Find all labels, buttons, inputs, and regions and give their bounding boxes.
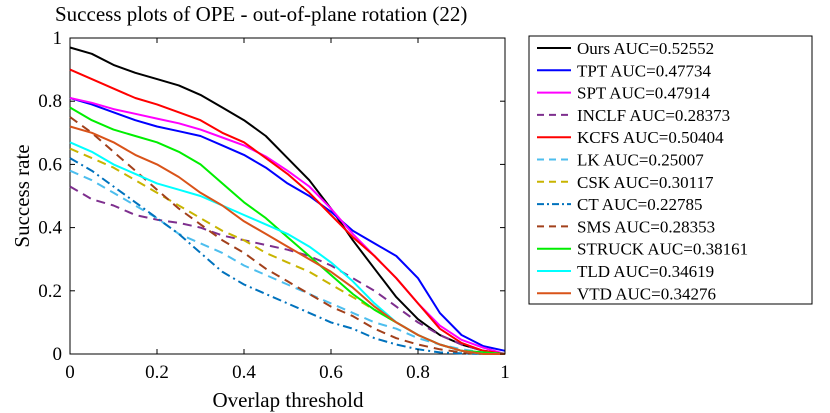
x-tick-label: 0.8 bbox=[406, 362, 430, 383]
series-line-sms bbox=[69, 116, 505, 355]
y-tick-label: 1 bbox=[53, 28, 63, 49]
legend-label-inclf: INCLF AUC=0.28373 bbox=[577, 106, 730, 125]
x-tick-label: 0 bbox=[65, 362, 75, 383]
x-tick-label: 0.6 bbox=[319, 362, 343, 383]
legend-label-struck: STRUCK AUC=0.38161 bbox=[577, 240, 748, 259]
legend: Ours AUC=0.52552 TPT AUC=0.47734 SPT AUC=0… bbox=[528, 35, 813, 305]
legend-label-csk: CSK AUC=0.30117 bbox=[577, 173, 714, 192]
series-line-csk bbox=[69, 147, 506, 355]
y-axis-label: Success rate bbox=[10, 144, 34, 247]
x-tick-label: 1 bbox=[500, 362, 510, 383]
series-layer bbox=[69, 46, 506, 355]
y-tick-label: 0.2 bbox=[38, 281, 62, 302]
x-tick-label: 0.4 bbox=[232, 362, 256, 383]
plot-frame bbox=[69, 37, 506, 355]
y-tick-label: 0 bbox=[53, 344, 63, 365]
x-axis-label: Overlap threshold bbox=[212, 388, 364, 412]
series-line-spt bbox=[69, 97, 506, 355]
y-tick-label: 0.4 bbox=[38, 218, 62, 239]
x-tick-label: 0.2 bbox=[145, 362, 169, 383]
legend-entries: Ours AUC=0.52552 TPT AUC=0.47734 SPT AUC=0… bbox=[537, 39, 748, 303]
series-line-inclf bbox=[69, 185, 506, 355]
legend-label-lk: LK AUC=0.25007 bbox=[577, 151, 704, 170]
legend-label-tld: TLD AUC=0.34619 bbox=[577, 262, 714, 281]
legend-label-kcfs: KCFS AUC=0.50404 bbox=[577, 128, 724, 147]
legend-label-sms: SMS AUC=0.28353 bbox=[577, 217, 715, 236]
series-line-ours bbox=[69, 46, 506, 355]
y-tick-label: 0.6 bbox=[38, 154, 62, 175]
series-line-kcfs bbox=[69, 68, 506, 355]
axis-ticks: 0 0.2 0.4 0.6 0.8 1 0 0.2 0.4 0.6 0.8 1 bbox=[38, 28, 510, 383]
series-line-vtd bbox=[69, 125, 505, 355]
series-line-struck bbox=[69, 106, 506, 355]
series-line-lk bbox=[69, 169, 506, 355]
series-line-tpt bbox=[69, 97, 506, 352]
legend-label-vtd: VTD AUC=0.34276 bbox=[577, 284, 716, 303]
legend-label-spt: SPT AUC=0.47914 bbox=[577, 84, 711, 103]
legend-box bbox=[528, 35, 813, 305]
legend-label-ours: Ours AUC=0.52552 bbox=[577, 39, 714, 58]
y-tick-label: 0.8 bbox=[38, 91, 62, 112]
legend-label-tpt: TPT AUC=0.47734 bbox=[577, 61, 711, 80]
legend-label-ct: CT AUC=0.22785 bbox=[577, 195, 702, 214]
chart-title: Success plots of OPE - out-of-plane rota… bbox=[55, 2, 467, 26]
